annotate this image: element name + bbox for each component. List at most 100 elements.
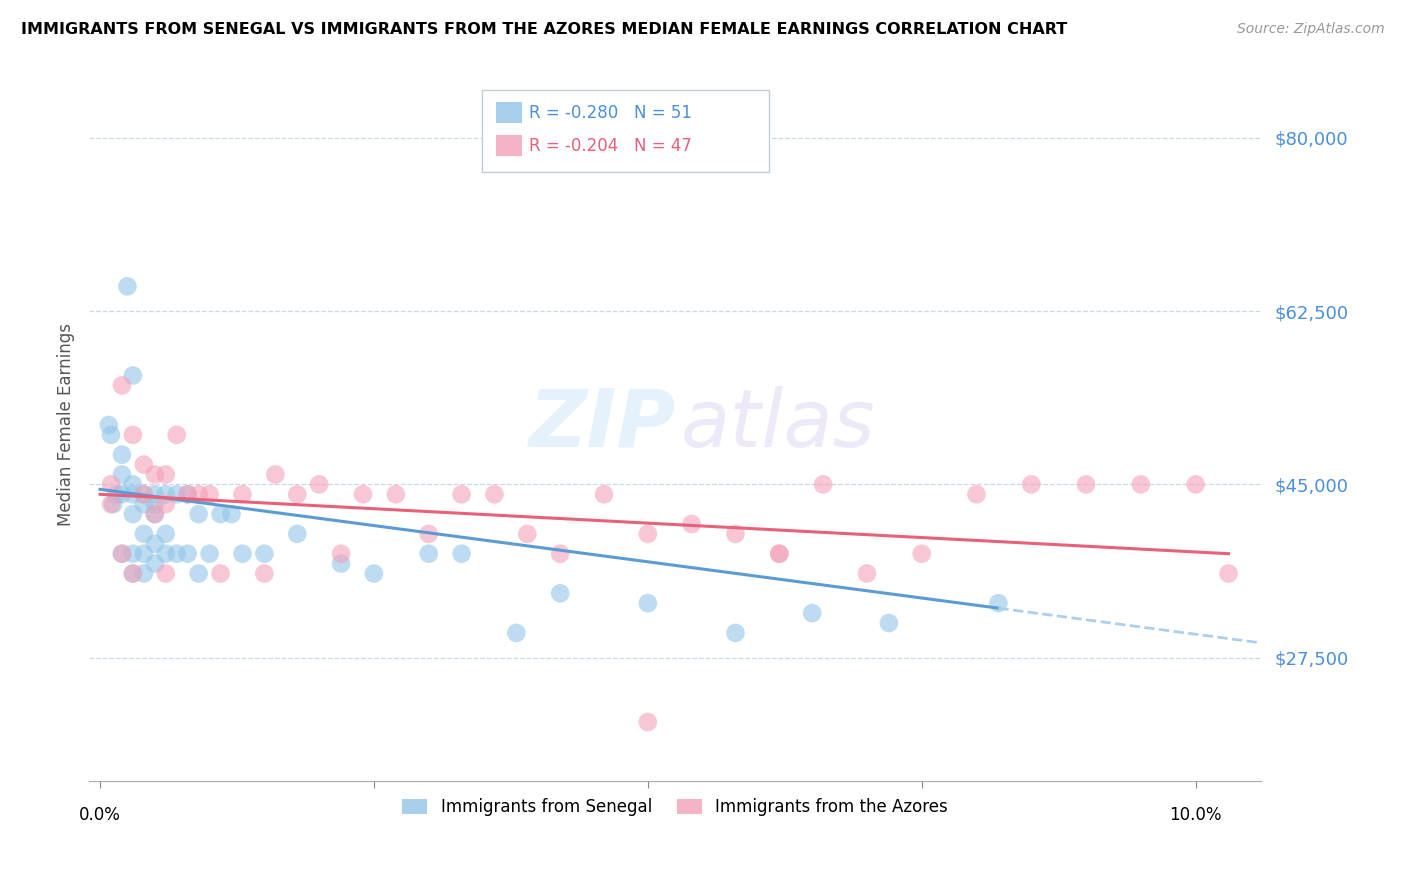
Point bbox=[253, 547, 276, 561]
Point bbox=[209, 507, 232, 521]
Point bbox=[352, 487, 374, 501]
Text: Source: ZipAtlas.com: Source: ZipAtlas.com bbox=[1237, 22, 1385, 37]
Point bbox=[143, 467, 166, 482]
Point bbox=[166, 428, 188, 442]
Point bbox=[132, 458, 155, 472]
Point bbox=[768, 547, 790, 561]
Y-axis label: Median Female Earnings: Median Female Earnings bbox=[58, 324, 75, 526]
Point bbox=[253, 566, 276, 581]
Point bbox=[155, 487, 177, 501]
Text: R = -0.204   N = 47: R = -0.204 N = 47 bbox=[529, 136, 692, 154]
Point bbox=[143, 557, 166, 571]
Point bbox=[966, 487, 988, 501]
Point bbox=[122, 477, 145, 491]
Point bbox=[987, 596, 1010, 610]
Point bbox=[593, 487, 616, 501]
Point bbox=[166, 487, 188, 501]
Point bbox=[198, 487, 221, 501]
Point bbox=[111, 547, 134, 561]
Point bbox=[132, 566, 155, 581]
Point bbox=[516, 527, 538, 541]
Point bbox=[1184, 477, 1206, 491]
Point bbox=[117, 279, 139, 293]
Point bbox=[155, 497, 177, 511]
Point bbox=[122, 487, 145, 501]
Text: atlas: atlas bbox=[681, 386, 876, 464]
Text: R = -0.280   N = 51: R = -0.280 N = 51 bbox=[529, 103, 692, 121]
Point bbox=[450, 547, 472, 561]
Point bbox=[132, 487, 155, 501]
Point bbox=[330, 557, 353, 571]
Point bbox=[97, 417, 120, 432]
Point bbox=[264, 467, 287, 482]
Point bbox=[231, 487, 253, 501]
Point bbox=[856, 566, 879, 581]
Legend: Immigrants from Senegal, Immigrants from the Azores: Immigrants from Senegal, Immigrants from… bbox=[395, 792, 955, 823]
Point bbox=[176, 547, 198, 561]
Point bbox=[418, 527, 440, 541]
Point bbox=[1129, 477, 1152, 491]
Point bbox=[363, 566, 385, 581]
Point bbox=[155, 547, 177, 561]
Point bbox=[132, 487, 155, 501]
Point bbox=[155, 467, 177, 482]
Point bbox=[330, 547, 353, 561]
Point bbox=[111, 487, 134, 501]
Point bbox=[724, 626, 747, 640]
Point bbox=[155, 527, 177, 541]
Text: ZIP: ZIP bbox=[527, 386, 675, 464]
Point bbox=[548, 547, 571, 561]
Point bbox=[143, 497, 166, 511]
Point bbox=[100, 428, 122, 442]
Point bbox=[637, 527, 659, 541]
Text: 10.0%: 10.0% bbox=[1170, 806, 1222, 824]
Point bbox=[111, 378, 134, 392]
Point bbox=[285, 527, 308, 541]
Point bbox=[308, 477, 330, 491]
Point bbox=[122, 428, 145, 442]
Point bbox=[418, 547, 440, 561]
Point bbox=[122, 547, 145, 561]
Point bbox=[187, 507, 209, 521]
Point bbox=[111, 467, 134, 482]
Point bbox=[198, 547, 221, 561]
Point bbox=[122, 507, 145, 521]
Point bbox=[209, 566, 232, 581]
Point bbox=[801, 606, 824, 620]
Point bbox=[450, 487, 472, 501]
Point bbox=[143, 537, 166, 551]
Point bbox=[1074, 477, 1097, 491]
Bar bbox=[496, 102, 522, 123]
Point bbox=[484, 487, 506, 501]
Point bbox=[122, 368, 145, 383]
Text: 0.0%: 0.0% bbox=[79, 806, 121, 824]
Point bbox=[385, 487, 408, 501]
Point bbox=[724, 527, 747, 541]
Point bbox=[285, 487, 308, 501]
Point bbox=[100, 497, 122, 511]
Point bbox=[143, 507, 166, 521]
Point bbox=[548, 586, 571, 600]
Point bbox=[100, 477, 122, 491]
Bar bbox=[496, 135, 522, 156]
Point bbox=[105, 487, 128, 501]
Point bbox=[1218, 566, 1240, 581]
Point bbox=[187, 566, 209, 581]
Point bbox=[811, 477, 834, 491]
Point bbox=[231, 547, 253, 561]
Point bbox=[111, 547, 134, 561]
Point bbox=[877, 615, 900, 630]
Point bbox=[681, 516, 703, 531]
Point bbox=[132, 527, 155, 541]
Point bbox=[911, 547, 934, 561]
Point bbox=[187, 487, 209, 501]
Text: IMMIGRANTS FROM SENEGAL VS IMMIGRANTS FROM THE AZORES MEDIAN FEMALE EARNINGS COR: IMMIGRANTS FROM SENEGAL VS IMMIGRANTS FR… bbox=[21, 22, 1067, 37]
Point bbox=[143, 487, 166, 501]
Point bbox=[111, 448, 134, 462]
Point bbox=[101, 497, 124, 511]
Point bbox=[176, 487, 198, 501]
Point bbox=[637, 714, 659, 729]
Point bbox=[176, 487, 198, 501]
Point bbox=[143, 507, 166, 521]
Point bbox=[1019, 477, 1042, 491]
